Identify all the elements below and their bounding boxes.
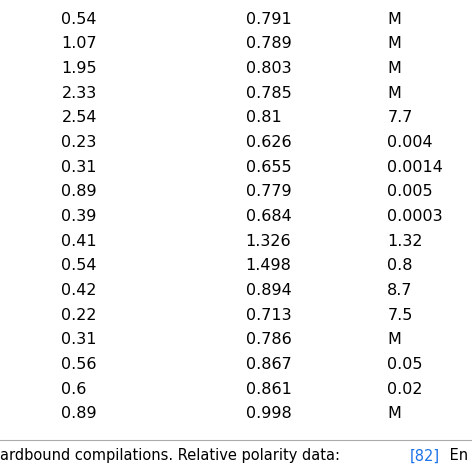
Text: 0.655: 0.655 <box>246 160 291 175</box>
Text: 0.998: 0.998 <box>246 406 292 421</box>
Text: M: M <box>387 61 401 76</box>
Text: M: M <box>387 86 401 101</box>
Text: 2.54: 2.54 <box>62 110 97 126</box>
Text: 0.6: 0.6 <box>62 382 87 397</box>
Text: 0.785: 0.785 <box>246 86 292 101</box>
Text: 0.81: 0.81 <box>246 110 282 126</box>
Text: 0.31: 0.31 <box>62 332 97 347</box>
Text: 0.05: 0.05 <box>387 357 423 372</box>
Text: 2.33: 2.33 <box>62 86 97 101</box>
Text: 0.791: 0.791 <box>246 12 292 27</box>
Text: 7.7: 7.7 <box>387 110 413 126</box>
Text: 0.8: 0.8 <box>387 258 413 273</box>
Text: 7.5: 7.5 <box>387 308 413 323</box>
Text: 0.0003: 0.0003 <box>387 209 443 224</box>
Text: 0.684: 0.684 <box>246 209 292 224</box>
Text: 0.779: 0.779 <box>246 184 291 200</box>
Text: 0.713: 0.713 <box>246 308 291 323</box>
Text: 0.0014: 0.0014 <box>387 160 443 175</box>
Text: 0.89: 0.89 <box>62 184 97 200</box>
Text: 1.07: 1.07 <box>62 36 97 52</box>
Text: 1.32: 1.32 <box>387 234 423 249</box>
Text: En: En <box>445 448 468 464</box>
Text: 0.54: 0.54 <box>62 258 97 273</box>
Text: 0.22: 0.22 <box>62 308 97 323</box>
Text: 0.31: 0.31 <box>62 160 97 175</box>
Text: 0.56: 0.56 <box>62 357 97 372</box>
Text: 0.39: 0.39 <box>62 209 97 224</box>
Text: 0.786: 0.786 <box>246 332 292 347</box>
Text: 1.326: 1.326 <box>246 234 291 249</box>
Text: 0.005: 0.005 <box>387 184 433 200</box>
Text: M: M <box>387 36 401 52</box>
Text: 0.894: 0.894 <box>246 283 292 298</box>
Text: 0.54: 0.54 <box>62 12 97 27</box>
Text: M: M <box>387 12 401 27</box>
Text: 0.867: 0.867 <box>246 357 292 372</box>
Text: 0.89: 0.89 <box>62 406 97 421</box>
Text: 0.23: 0.23 <box>62 135 97 150</box>
Text: 0.626: 0.626 <box>246 135 291 150</box>
Text: 0.02: 0.02 <box>387 382 423 397</box>
Text: 0.41: 0.41 <box>62 234 97 249</box>
Text: 0.861: 0.861 <box>246 382 292 397</box>
Text: 0.789: 0.789 <box>246 36 292 52</box>
Text: 0.42: 0.42 <box>62 283 97 298</box>
Text: 1.498: 1.498 <box>246 258 292 273</box>
Text: 0.803: 0.803 <box>246 61 291 76</box>
Text: M: M <box>387 332 401 347</box>
Text: 8.7: 8.7 <box>387 283 413 298</box>
Text: [82]: [82] <box>410 448 440 464</box>
Text: 1.95: 1.95 <box>62 61 97 76</box>
Text: 0.004: 0.004 <box>387 135 433 150</box>
Text: M: M <box>387 406 401 421</box>
Text: ardbound compilations. Relative polarity data:: ardbound compilations. Relative polarity… <box>0 448 345 464</box>
